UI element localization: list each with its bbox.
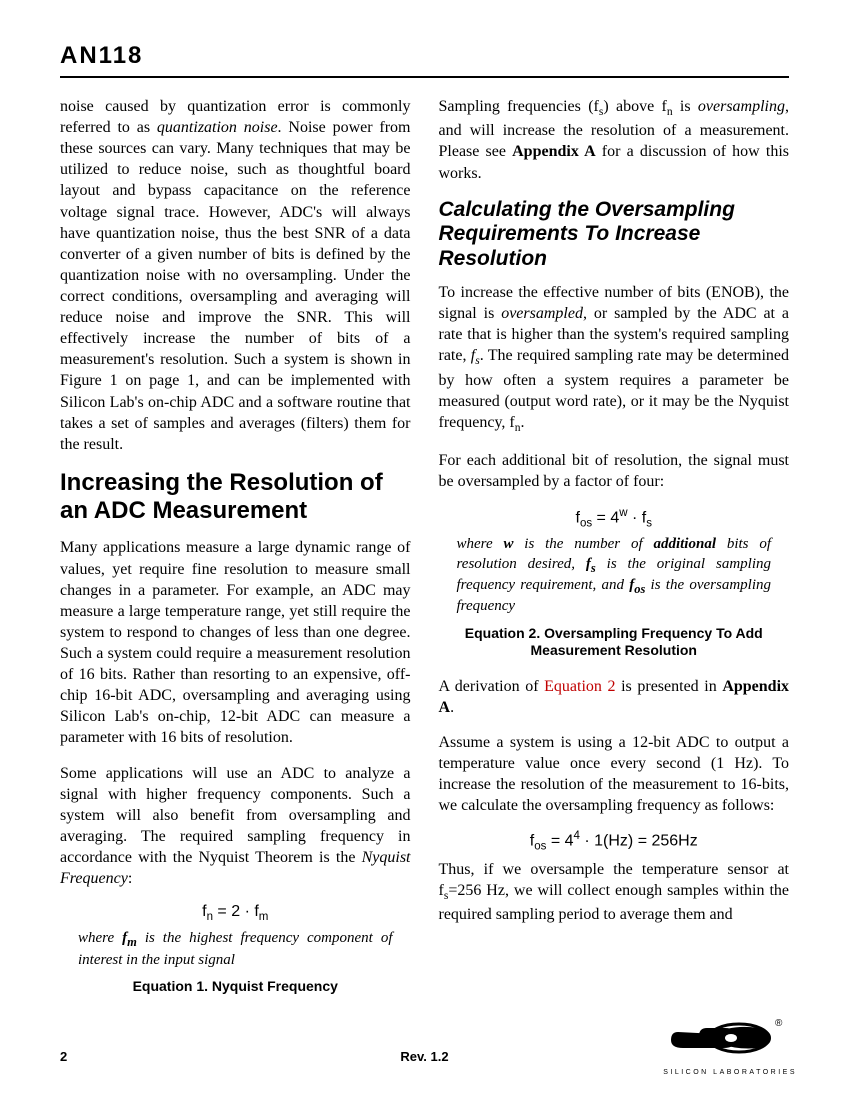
- equation-1-note: where fm is the highest frequency compon…: [78, 929, 393, 970]
- para-derivation-ref: A derivation of Equation 2 is presented …: [439, 676, 790, 718]
- para-quantization-noise: noise caused by quantization error is co…: [60, 96, 411, 455]
- silicon-labs-logo-icon: ®: [663, 1014, 783, 1062]
- two-column-layout: noise caused by quantization error is co…: [60, 96, 789, 1012]
- heading-increasing-resolution: Increasing the Resolution of an ADC Meas…: [60, 469, 411, 526]
- heading-calculating-oversampling: Calculating the Oversampling Requirement…: [439, 198, 790, 272]
- para-factor-four: For each additional bit of resolution, t…: [439, 450, 790, 492]
- equation-2: fos = 4w · fs: [439, 507, 790, 530]
- equation-3: fos = 44 · 1(Hz) = 256Hz: [439, 830, 790, 853]
- para-oversampling-intro: Sampling frequencies (fs) above fn is ov…: [439, 96, 790, 184]
- left-column: noise caused by quantization error is co…: [60, 96, 411, 1012]
- para-example-intro: Assume a system is using a 12-bit ADC to…: [439, 732, 790, 816]
- equation-2-caption: Equation 2. Oversampling Frequency To Ad…: [453, 625, 776, 660]
- right-column: Sampling frequencies (fs) above fn is ov…: [439, 96, 790, 1012]
- para-example-result: Thus, if we oversample the temperature s…: [439, 859, 790, 926]
- para-dynamic-range: Many applications measure a large dynami…: [60, 537, 411, 748]
- company-logo: ® SILICON LABORATORIES: [663, 1014, 797, 1076]
- para-enob: To increase the effective number of bits…: [439, 282, 790, 436]
- company-logo-text: SILICON LABORATORIES: [663, 1069, 797, 1076]
- svg-text:®: ®: [775, 1018, 783, 1029]
- equation-1: fn = 2 · fm: [60, 903, 411, 923]
- para-nyquist-intro: Some applications will use an ADC to ana…: [60, 763, 411, 890]
- revision-label: Rev. 1.2: [400, 1049, 448, 1064]
- doc-header: AN118: [60, 42, 789, 78]
- page-number: 2: [60, 1049, 67, 1064]
- equation-1-caption: Equation 1. Nyquist Frequency: [74, 978, 397, 996]
- equation-2-note: where w is the number of additional bits…: [457, 535, 772, 617]
